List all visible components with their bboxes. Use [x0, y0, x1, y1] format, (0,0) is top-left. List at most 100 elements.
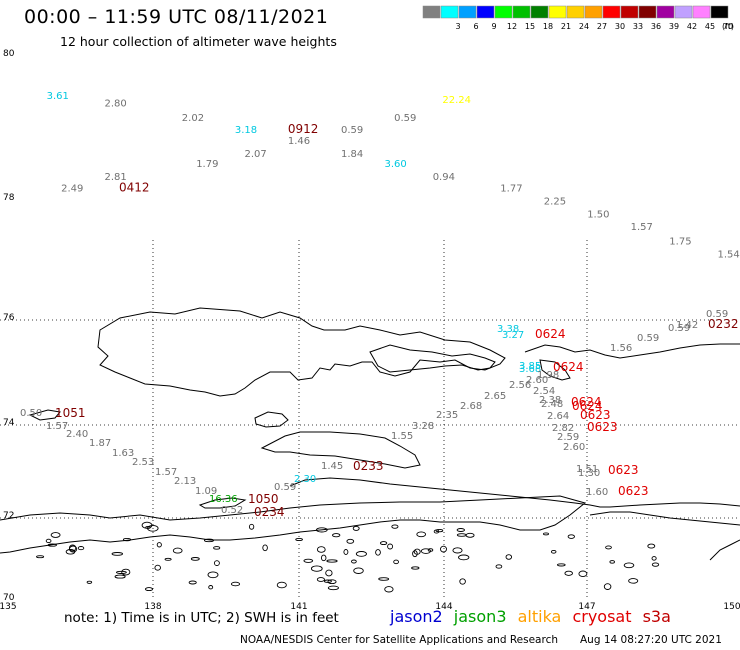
small-island [647, 543, 656, 549]
sat-cryosat: cryosat [572, 607, 632, 626]
small-island [208, 585, 214, 590]
small-island [578, 570, 588, 578]
wave-height-value: 2.40 [66, 429, 88, 440]
observation-time: 0412 [119, 180, 150, 194]
small-island [315, 527, 328, 533]
small-island [456, 533, 467, 537]
latitude-label: 78 [3, 193, 15, 203]
wave-height-value: 1.30 [578, 468, 600, 479]
wave-height-value: 1.87 [89, 438, 111, 449]
small-island [50, 532, 61, 538]
observation-time: 0623 [608, 463, 639, 477]
wave-height-value: 1.57 [631, 222, 653, 233]
small-island [411, 566, 420, 570]
page-subtitle: 12 hour collection of altimeter wave hei… [60, 34, 337, 49]
wave-height-value: 1.46 [288, 136, 310, 147]
observation-time: 0233 [353, 459, 384, 473]
wave-height-value: 0.50 [20, 408, 42, 419]
observation-time: 0624 [571, 395, 602, 409]
longitude-label: 150 [723, 602, 740, 612]
wave-height-value: 16.36 [209, 494, 238, 505]
observation-time: 1050 [248, 492, 279, 506]
small-island [465, 532, 475, 538]
wave-height-value: 2.13 [174, 476, 196, 487]
wave-height-value: 3.28 [412, 421, 434, 432]
coastal-islands [36, 521, 660, 593]
wave-height-value: 2.56 [509, 380, 531, 391]
small-island [121, 568, 131, 576]
wave-height-value: 1.57 [46, 421, 68, 432]
small-island [327, 585, 339, 591]
scale-tick-label: 24 [579, 22, 589, 31]
small-island [203, 538, 215, 543]
small-island [141, 521, 153, 529]
small-island [495, 564, 503, 569]
wave-height-value: 22.24 [442, 95, 471, 106]
small-island [352, 525, 360, 531]
small-island [391, 524, 399, 529]
scale-swatch [710, 5, 729, 19]
color-scale-legend: 3 6 9 12 15 18 21 24 27 30 33 36 39 42 45 70(ft) [422, 5, 734, 31]
small-island [213, 546, 221, 550]
observation-time: 0232 [708, 317, 739, 331]
small-island [550, 549, 557, 554]
small-island [316, 546, 326, 553]
satellite-legend: jason2 jason3 altika cryosat s3a [390, 607, 677, 626]
scale-tick-label: 27 [597, 22, 607, 31]
scale-tick-label: 3 [455, 22, 460, 31]
small-island [435, 528, 444, 533]
small-island [452, 547, 463, 554]
small-island [207, 571, 219, 579]
wave-height-value: 2.82 [552, 423, 574, 434]
wave-height-value: 2.80 [105, 98, 127, 109]
small-island [412, 550, 418, 558]
longitude-label: 144 [435, 602, 452, 612]
small-island [323, 579, 332, 583]
wave-height-value: 1.45 [321, 461, 343, 472]
wave-height-value: 2.60 [563, 442, 585, 453]
small-island [355, 551, 367, 557]
small-island [375, 549, 381, 556]
wave-height-value: 1.42 [676, 320, 698, 331]
small-island [556, 563, 566, 567]
small-island [387, 543, 394, 550]
wave-height-value: 1.09 [195, 486, 217, 497]
scale-tick-label: 42 [687, 22, 697, 31]
small-island [379, 541, 388, 546]
sat-jason3: jason3 [453, 607, 507, 626]
small-island [276, 581, 287, 589]
small-island [605, 545, 612, 550]
small-island [416, 531, 427, 538]
small-island [343, 549, 349, 555]
wave-height-value: 1.54 [718, 250, 740, 261]
page-title: 00:00 – 11:59 UTC 08/11/2021 [24, 6, 329, 28]
longitude-label: 135 [0, 602, 17, 612]
wave-height-value: 3.18 [235, 125, 257, 136]
wave-height-value: 2.64 [547, 411, 569, 422]
small-island [77, 546, 85, 551]
small-island [114, 574, 126, 579]
small-island [47, 543, 57, 547]
wave-height-value: 2.38 [539, 395, 561, 406]
small-island [316, 577, 325, 582]
small-island [332, 533, 341, 538]
small-island [213, 560, 220, 566]
scale-tick-label: 45 [705, 22, 715, 31]
scale-swatch [674, 5, 693, 19]
coastline [0, 307, 740, 561]
scale-swatch [440, 5, 459, 19]
small-island [111, 552, 124, 556]
wave-height-value: 2.54 [533, 386, 555, 397]
small-island [156, 542, 162, 548]
sat-jason2: jason2 [390, 607, 443, 626]
wave-height-value: 3.27 [502, 330, 524, 341]
wave-height-value: 3.61 [47, 91, 69, 102]
observation-time: 1051 [55, 406, 86, 420]
scale-swatch [422, 5, 441, 19]
small-island [122, 537, 132, 542]
scale-swatch [458, 5, 477, 19]
scale-swatch [692, 5, 711, 19]
wave-height-value: 1.51 [576, 464, 598, 475]
wave-height-value: 1.63 [112, 448, 134, 459]
wave-height-value: 1.56 [610, 343, 632, 354]
